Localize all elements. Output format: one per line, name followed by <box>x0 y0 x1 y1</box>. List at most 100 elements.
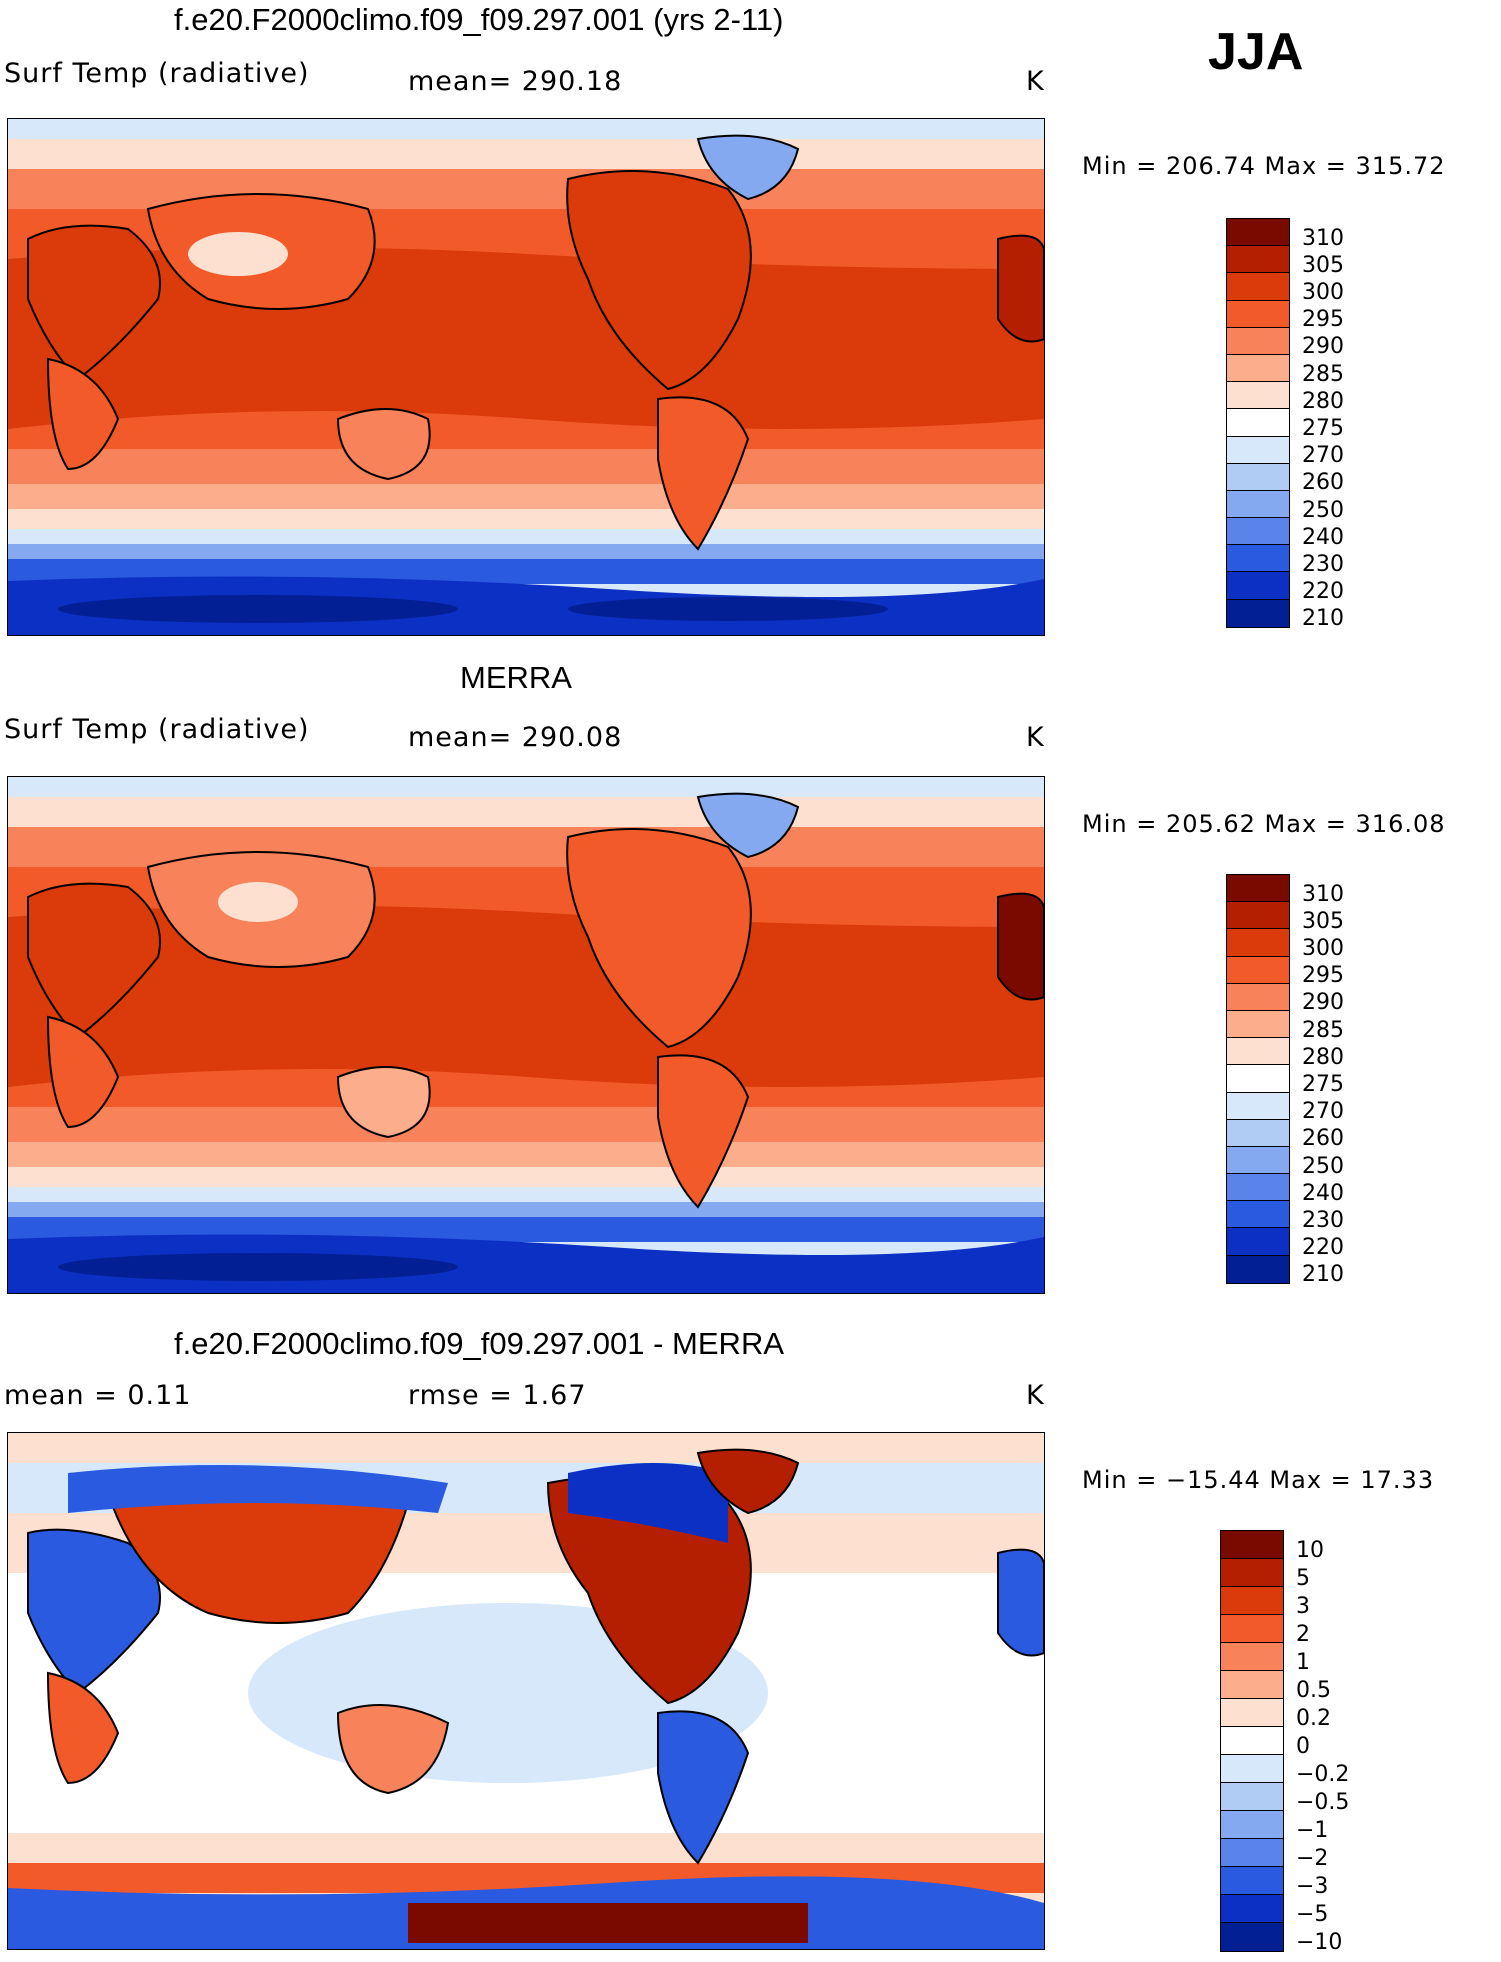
colorbar-tick-label: 2 <box>1296 1622 1310 1647</box>
colorbar-swatch <box>1227 983 1289 1011</box>
colorbar-swatch <box>1227 1119 1289 1147</box>
colorbar-tick-label: 305 <box>1302 908 1344 934</box>
colorbar-tick-label: 260 <box>1302 1126 1344 1152</box>
colorbar-swatch <box>1227 246 1289 274</box>
colorbar-swatch <box>1227 409 1289 437</box>
colorbar-swatch <box>1221 1867 1283 1895</box>
colorbar-tick-label: 230 <box>1302 1208 1344 1233</box>
colorbar-swatch <box>1227 1201 1289 1229</box>
colorbar-tick-label: 290 <box>1302 334 1344 360</box>
colorbar-swatch <box>1227 1255 1289 1283</box>
colorbar-swatch <box>1227 1092 1289 1120</box>
colorbar-tick-label: 270 <box>1302 1099 1344 1125</box>
colorbar-tick-label: 10 <box>1296 1538 1324 1563</box>
colorbar-tick-label: 240 <box>1302 1180 1344 1206</box>
colorbar-tick-label: 305 <box>1302 252 1344 278</box>
colorbar-swatch <box>1227 219 1289 247</box>
colorbar-swatch <box>1227 902 1289 930</box>
colorbar-swatch <box>1227 929 1289 957</box>
colorbar-swatch <box>1221 1531 1283 1559</box>
colorbar-tick-label: 280 <box>1302 1044 1344 1070</box>
colorbar-swatch <box>1221 1811 1283 1839</box>
colorbar-tick-label: 295 <box>1302 963 1344 989</box>
colorbar-tick-label: 285 <box>1302 1017 1344 1043</box>
colorbar-tick-label: 260 <box>1302 470 1344 496</box>
colorbar-tick-label: 310 <box>1302 225 1344 251</box>
colorbar-swatch <box>1221 1587 1283 1615</box>
colorbar-tick-label: 0 <box>1296 1734 1310 1759</box>
colorbar-tick-label: 275 <box>1302 416 1344 441</box>
panel-3-rmse-label: rmse = 1.67 <box>408 1380 587 1411</box>
colorbar-tick-label: 285 <box>1302 361 1344 387</box>
colorbar-tick-label: 220 <box>1302 1235 1344 1261</box>
colorbar-swatch <box>1227 956 1289 984</box>
colorbar-tick-label: −0.5 <box>1296 1790 1350 1815</box>
panel-3-units: K <box>1026 1380 1045 1411</box>
colorbar-swatch <box>1227 1065 1289 1093</box>
season-label: JJA <box>1208 23 1304 81</box>
colorbar-swatch <box>1221 1559 1283 1587</box>
colorbar-tick-label: −1 <box>1296 1818 1329 1843</box>
colorbar-swatch <box>1227 354 1289 383</box>
panel-3-difference-field <box>8 1433 1044 1949</box>
panel-2-colorbar <box>1226 874 1290 1284</box>
panel-1-title: f.e20.F2000climo.f09_f09.297.001 (yrs 2-… <box>174 2 784 37</box>
colorbar-swatch <box>1227 273 1289 301</box>
panel-2-mean-label: mean= 290.08 <box>408 722 623 753</box>
colorbar-swatch <box>1221 1615 1283 1643</box>
panel-3-map <box>7 1432 1045 1950</box>
colorbar-swatch <box>1221 1839 1283 1867</box>
colorbar-swatch <box>1221 1643 1283 1671</box>
colorbar-swatch <box>1227 490 1289 519</box>
colorbar-swatch <box>1221 1783 1283 1811</box>
colorbar-tick-label: 230 <box>1302 552 1344 577</box>
panel-1-temperature-field <box>8 119 1044 635</box>
panel-1-minmax: Min = 206.74 Max = 315.72 <box>1082 152 1446 180</box>
panel-1-units: K <box>1026 66 1045 97</box>
colorbar-swatch <box>1227 545 1289 573</box>
colorbar-swatch <box>1221 1699 1283 1727</box>
colorbar-tick-label: 5 <box>1296 1566 1310 1591</box>
colorbar-tick-label: 300 <box>1302 936 1344 961</box>
colorbar-tick-label: −0.2 <box>1296 1762 1350 1787</box>
panel-3-mean-label: mean = 0.11 <box>4 1380 192 1411</box>
colorbar-tick-label: 210 <box>1302 606 1344 632</box>
colorbar-swatch <box>1227 572 1289 600</box>
colorbar-tick-label: 3 <box>1296 1594 1310 1619</box>
colorbar-tick-label: −10 <box>1296 1930 1343 1955</box>
colorbar-tick-label: 300 <box>1302 280 1344 305</box>
panel-3-minmax: Min = −15.44 Max = 17.33 <box>1082 1466 1435 1494</box>
colorbar-swatch <box>1227 1146 1289 1175</box>
panel-2-variable-label: Surf Temp (radiative) <box>4 714 310 745</box>
colorbar-tick-label: 270 <box>1302 443 1344 469</box>
panel-1-map <box>7 118 1045 636</box>
colorbar-swatch <box>1227 1038 1289 1066</box>
colorbar-tick-label: 250 <box>1302 497 1344 523</box>
colorbar-swatch <box>1227 1228 1289 1256</box>
colorbar-tick-label: 275 <box>1302 1072 1344 1097</box>
panel-2-title: MERRA <box>460 660 572 695</box>
colorbar-swatch <box>1227 436 1289 464</box>
colorbar-tick-label: −2 <box>1296 1846 1329 1871</box>
colorbar-tick-label: 1 <box>1296 1650 1310 1675</box>
panel-2-units: K <box>1026 722 1045 753</box>
colorbar-swatch <box>1221 1671 1283 1699</box>
colorbar-swatch <box>1227 382 1289 410</box>
panel-1-colorbar <box>1226 218 1290 628</box>
colorbar-swatch <box>1227 327 1289 355</box>
colorbar-tick-label: −5 <box>1296 1902 1329 1927</box>
colorbar-swatch <box>1227 1010 1289 1039</box>
colorbar-tick-label: 0.5 <box>1296 1678 1331 1703</box>
colorbar-swatch <box>1227 518 1289 546</box>
colorbar-swatch <box>1221 1755 1283 1783</box>
colorbar-tick-label: 295 <box>1302 307 1344 333</box>
colorbar-swatch <box>1227 300 1289 328</box>
colorbar-tick-label: −3 <box>1296 1874 1329 1899</box>
colorbar-tick-label: 310 <box>1302 881 1344 907</box>
colorbar-swatch <box>1221 1895 1283 1923</box>
panel-1-mean-label: mean= 290.18 <box>408 66 623 97</box>
colorbar-tick-label: 0.2 <box>1296 1706 1331 1731</box>
colorbar-tick-label: 290 <box>1302 990 1344 1016</box>
colorbar-swatch <box>1227 463 1289 491</box>
panel-2-minmax: Min = 205.62 Max = 316.08 <box>1082 810 1446 838</box>
